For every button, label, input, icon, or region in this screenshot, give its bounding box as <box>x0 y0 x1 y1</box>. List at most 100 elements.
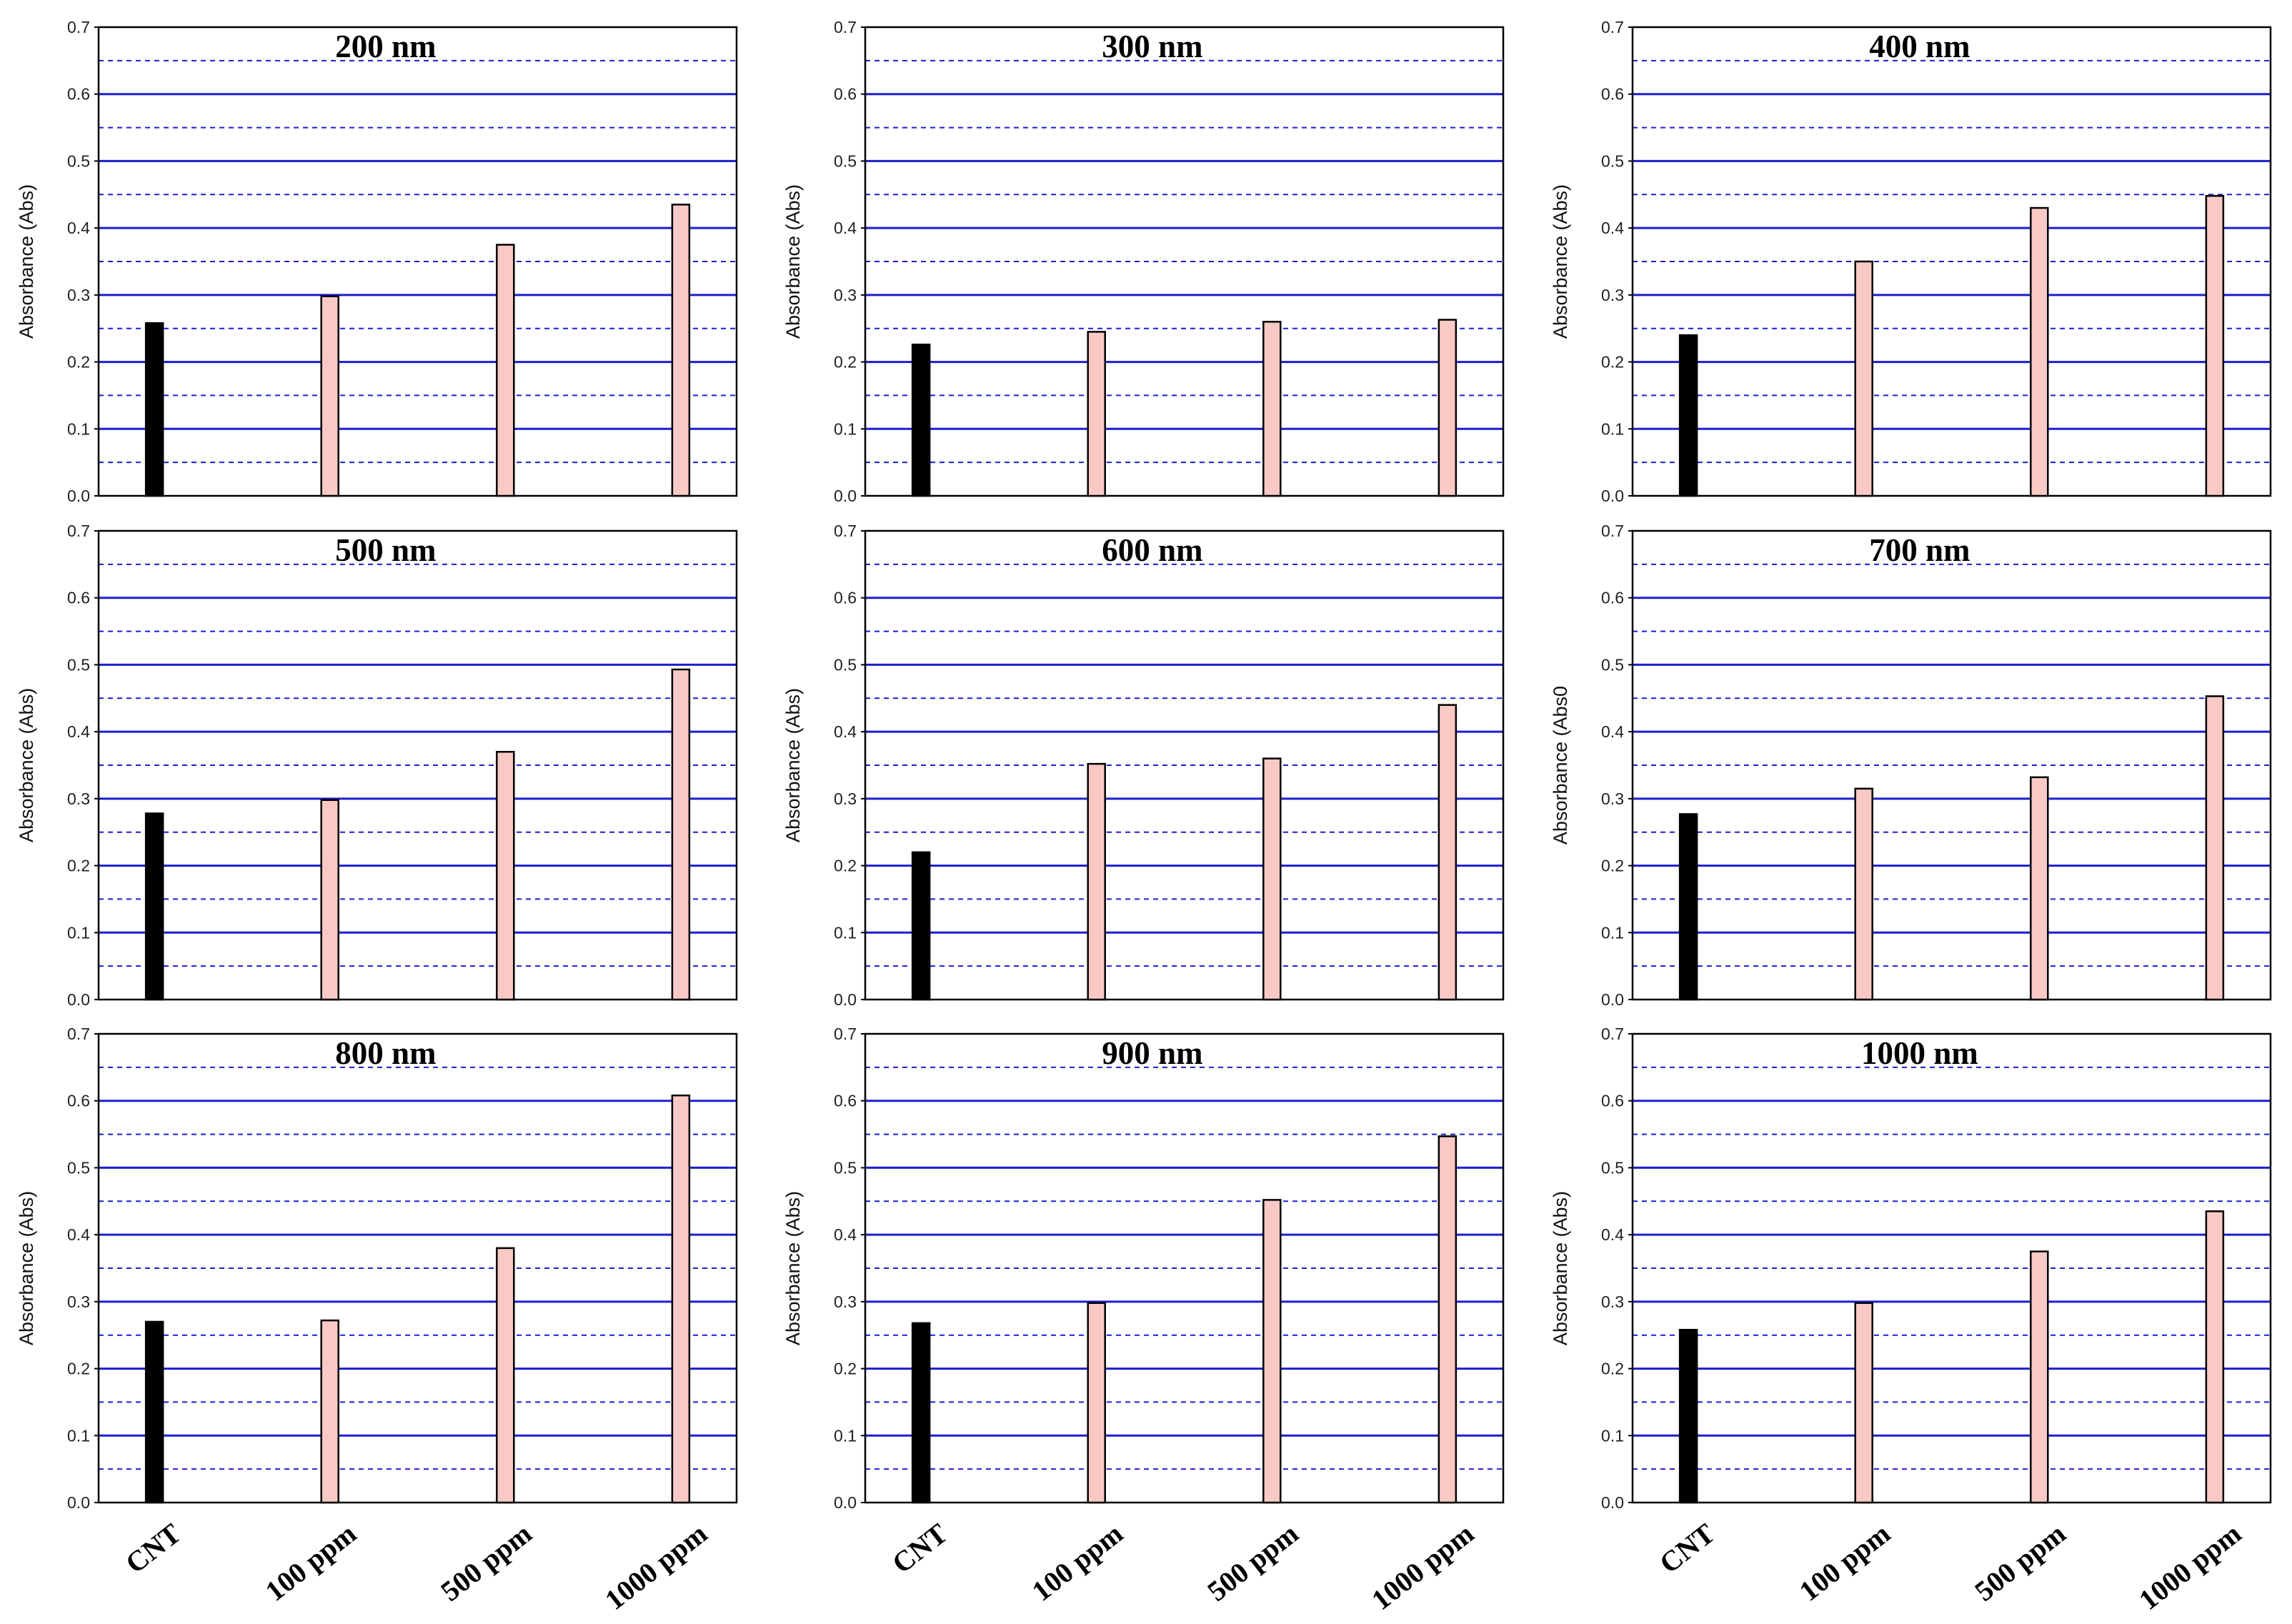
bar-sample <box>1438 319 1458 497</box>
bar-sample <box>2030 1250 2049 1504</box>
y-tick-label: 0.5 <box>834 1158 857 1177</box>
y-tick-label: 0.1 <box>67 1426 90 1445</box>
y-tick-label: 0.0 <box>1601 487 1624 505</box>
y-tick-label: 0.2 <box>1601 857 1624 875</box>
y-tick-label: 0.5 <box>834 655 857 674</box>
bar-cnt <box>144 322 164 497</box>
plot-frame <box>864 1032 1505 1504</box>
x-category-label: CNT <box>886 1517 954 1580</box>
panel-title: 300 nm <box>1102 29 1202 64</box>
y-tick-label: 0.2 <box>67 1360 90 1378</box>
bar-sample <box>1262 321 1282 497</box>
y-tick-label: 0.6 <box>1601 589 1624 607</box>
y-tick-label: 0.3 <box>834 286 857 304</box>
y-axis-label: Absorbance (Abs) <box>1550 1191 1571 1345</box>
plot-frame <box>97 529 738 1001</box>
bar-cnt <box>1678 334 1698 497</box>
y-tick-label: 0.4 <box>1601 1225 1624 1244</box>
bar-sample <box>2030 776 2049 1001</box>
chart-panel: 0.0 0.1 0.2 0.3 0.4 0.5 0.6 0.7 Absorbance (Abs)… <box>16 1025 738 1616</box>
y-tick-label: 0.4 <box>834 722 857 741</box>
bar-sample <box>1854 260 1873 497</box>
y-tick-label: 0.2 <box>1601 1360 1624 1378</box>
bar-sample <box>2205 1210 2225 1504</box>
panel-title: 700 nm <box>1869 532 1970 568</box>
plot-frame <box>864 529 1505 1001</box>
chart-panel: 0.0 0.1 0.2 0.3 0.4 0.5 0.6 0.7 Absorbance (Abs0… <box>1550 522 2272 1009</box>
y-tick-label: 0.0 <box>834 487 857 505</box>
y-axis-label: Absorbance (Abs) <box>16 1191 37 1345</box>
y-axis-label: Absorbance (Abs0 <box>1550 686 1571 845</box>
y-axis-label: Absorbance (Abs) <box>1550 184 1571 339</box>
y-tick-label: 0.1 <box>834 923 857 942</box>
bar-sample <box>1087 331 1106 497</box>
y-tick-label: 0.7 <box>834 18 857 36</box>
plot-frame <box>1631 529 2272 1001</box>
y-tick-label: 0.7 <box>67 18 90 36</box>
bar-sample <box>1854 787 1873 1001</box>
bar-sample <box>1854 1302 1873 1504</box>
y-tick-label: 0.7 <box>834 1025 857 1043</box>
y-tick-label: 0.3 <box>1601 286 1624 304</box>
x-category-label: 100 ppm <box>1793 1517 1896 1607</box>
panel-title: 900 nm <box>1102 1035 1202 1071</box>
y-tick-label: 0.6 <box>67 85 90 104</box>
y-tick-label: 0.5 <box>834 151 857 170</box>
panel-title: 500 nm <box>335 532 436 568</box>
panel-title: 1000 nm <box>1861 1035 1978 1071</box>
y-tick-label: 0.4 <box>67 219 90 237</box>
y-tick-label: 0.4 <box>834 1225 857 1244</box>
y-tick-label: 0.6 <box>67 1092 90 1110</box>
chart-panel: 0.0 0.1 0.2 0.3 0.4 0.5 0.6 0.7 Absorbance (Abs)… <box>782 18 1505 505</box>
y-tick-label: 0.0 <box>1601 990 1624 1009</box>
x-category-label: 500 ppm <box>1201 1517 1304 1607</box>
bar-sample <box>1087 1302 1106 1504</box>
panel-title: 400 nm <box>1869 29 1970 64</box>
y-tick-label: 0.7 <box>1601 1025 1624 1043</box>
y-tick-label: 0.1 <box>1601 1426 1624 1445</box>
bar-cnt <box>911 1322 931 1504</box>
y-tick-label: 0.2 <box>67 857 90 875</box>
y-axis-label: Absorbance (Abs) <box>16 184 37 339</box>
bar-sample <box>320 295 339 497</box>
y-tick-label: 0.0 <box>1601 1493 1624 1512</box>
bar-sample <box>671 204 691 497</box>
y-tick-label: 0.3 <box>67 286 90 304</box>
y-tick-label: 0.5 <box>67 1158 90 1177</box>
x-category-label: CNT <box>1653 1517 1721 1580</box>
y-tick-label: 0.2 <box>834 1360 857 1378</box>
y-tick-label: 0.4 <box>67 1225 90 1244</box>
y-tick-label: 0.3 <box>834 1292 857 1311</box>
chart-panel: 0.0 0.1 0.2 0.3 0.4 0.5 0.6 0.7 Absorbance (Abs)… <box>16 18 738 505</box>
y-tick-label: 0.4 <box>1601 722 1624 741</box>
plot-frame <box>1631 26 2272 497</box>
chart-panel: 0.0 0.1 0.2 0.3 0.4 0.5 0.6 0.7 Absorbance (Abs)… <box>1550 1025 2272 1616</box>
y-tick-label: 0.6 <box>834 589 857 607</box>
y-tick-label: 0.0 <box>67 990 90 1009</box>
bar-sample <box>671 668 691 1001</box>
bar-sample <box>1438 1135 1458 1504</box>
y-tick-label: 0.7 <box>67 522 90 540</box>
y-tick-label: 0.3 <box>1601 1292 1624 1311</box>
x-category-label: 1000 ppm <box>2133 1517 2247 1616</box>
chart-panel: 0.0 0.1 0.2 0.3 0.4 0.5 0.6 0.7 Absorbance (Abs)… <box>782 522 1505 1009</box>
bar-cnt <box>1678 813 1698 1001</box>
bar-cnt <box>144 812 164 1001</box>
y-tick-label: 0.6 <box>67 589 90 607</box>
plot-frame <box>1631 1032 2272 1504</box>
y-axis-label: Absorbance (Abs) <box>16 688 37 842</box>
bar-sample <box>671 1094 691 1504</box>
bar-sample <box>496 1247 515 1504</box>
y-tick-label: 0.5 <box>1601 1158 1624 1177</box>
bar-cnt <box>911 851 931 1001</box>
y-tick-label: 0.7 <box>67 1025 90 1043</box>
bar-cnt <box>144 1320 164 1504</box>
y-tick-label: 0.2 <box>1601 353 1624 372</box>
y-tick-label: 0.6 <box>834 85 857 104</box>
y-tick-label: 0.7 <box>834 522 857 540</box>
bar-sample <box>1087 762 1106 1001</box>
plot-frame <box>864 26 1505 497</box>
panel-title: 200 nm <box>335 29 436 64</box>
y-tick-label: 0.0 <box>834 990 857 1009</box>
